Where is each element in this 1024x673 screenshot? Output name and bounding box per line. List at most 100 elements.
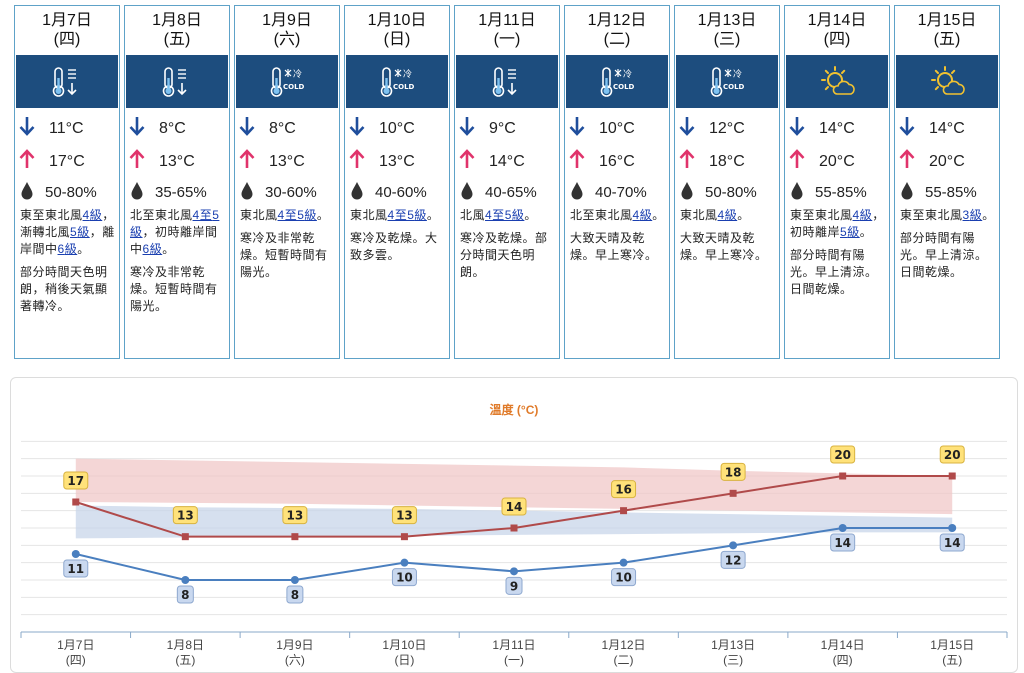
max-temp: 17°C [49, 152, 85, 170]
wind-force-link[interactable]: 4 [852, 208, 860, 222]
wind-force-link[interactable]: 級 [64, 242, 78, 256]
humidity: 40-60% [375, 183, 427, 201]
wind-force-link[interactable]: 級 [969, 208, 983, 222]
wind-text-part: 東至東北風 [20, 208, 83, 222]
wind-force-link[interactable]: 級 [859, 208, 873, 222]
forecast-date: 1月14日 (四) [785, 11, 889, 49]
data-label-box [391, 506, 417, 525]
max-temp-row: 13°C [129, 149, 195, 174]
wind-force-link[interactable]: 4至 [192, 208, 213, 222]
wind-force-link[interactable]: 級 [89, 208, 103, 222]
min-temp-row: 14°C [789, 116, 855, 141]
min-temp-point [838, 524, 847, 532]
forecast-day: 1月10日 [367, 12, 427, 29]
max-temp-point [729, 489, 737, 497]
arrow-up-icon [679, 149, 699, 174]
humidity-row: 55-85% [789, 180, 867, 204]
data-label-box [611, 480, 637, 499]
forecast-card: 1月9日 (六) 冷 COLD 8°C 13°C 30-60% 東北風4至5級。 寒冷及非… [234, 5, 340, 359]
sun-cloud-icon [896, 55, 998, 108]
wind-text-part: 。 [162, 242, 175, 256]
raindrop-icon [789, 180, 809, 204]
wind-force-link[interactable]: 3 [962, 208, 970, 222]
wind-force-link[interactable]: 級 [847, 225, 860, 239]
humidity-row: 40-70% [569, 180, 647, 204]
min-temp-label: 14 [834, 536, 851, 550]
wind-text-part: 。 [524, 208, 537, 222]
max-temp-row: 16°C [569, 149, 635, 174]
forecast-card: 1月8日 (五) 8°C 13°C 35-65% 北至東北風4至5級，初時離岸間中6級。… [124, 5, 230, 359]
min-temp-row: 9°C [459, 116, 516, 141]
min-temp: 10°C [379, 119, 415, 137]
temperature-chart: 溫度 (°C) 1月7日 (四) 1月8日 (五) 1月9日 (六) 1月10日 (日) 1月11… [10, 377, 1018, 673]
wind-force-link[interactable]: 4 [82, 208, 90, 222]
wind-text-part: 。 [426, 208, 440, 222]
wind-force-link[interactable]: 4至5 [387, 208, 415, 222]
humidity: 55-85% [925, 183, 977, 201]
svg-text:冷: 冷 [623, 68, 632, 80]
svg-text:COLD: COLD [723, 83, 745, 91]
data-label-box [830, 533, 856, 552]
forecast-card: 1月13日 (三) 冷 COLD 12°C 18°C 50-80% 東北風4級。 大致天晴… [674, 5, 780, 359]
forecast-description: 東北風4至5級。 寒冷及非常乾燥。短暫時間有陽光。 [240, 207, 336, 281]
forecast-weekday: (日) [383, 31, 411, 48]
max-temp: 20°C [929, 152, 965, 170]
arrow-down-icon [349, 116, 369, 141]
wind-text-part: 。 [316, 208, 330, 222]
max-temp-point [400, 533, 408, 541]
wind-force-link[interactable]: 4至5級 [485, 208, 525, 222]
x-tick-weekday: (四) [833, 653, 853, 667]
data-label-box [501, 497, 527, 516]
wind-force-link[interactable]: 6級 [142, 242, 163, 256]
min-temp-row: 11°C [19, 116, 84, 141]
x-tick-label: 1月9日 [276, 638, 313, 652]
x-tick-label: 1月13日 [711, 638, 755, 652]
humidity-row: 35-65% [129, 180, 207, 204]
wind-force-link[interactable]: 4級 [717, 208, 738, 222]
min-temp-point [948, 524, 957, 532]
min-temp-label: 11 [67, 562, 84, 576]
wind-force-link[interactable]: 4至5 [277, 208, 305, 222]
wind-force-link[interactable]: 5級 [130, 208, 220, 239]
arrow-up-icon [899, 149, 919, 174]
wind-force-link[interactable]: 級 [639, 208, 653, 222]
humidity: 50-80% [705, 183, 757, 201]
wind-force-link[interactable]: 級 [77, 225, 90, 239]
wind-force-link[interactable]: 4 [632, 208, 640, 222]
wind-force-link[interactable]: 級 [414, 208, 427, 222]
max-temp-row: 20°C [899, 149, 965, 174]
wind-force-link[interactable]: 5 [70, 225, 78, 239]
min-temp-row: 8°C [239, 116, 296, 141]
wind-force-link[interactable]: 5 [840, 225, 848, 239]
min-temp: 11°C [49, 119, 84, 137]
humidity-row: 55-85% [899, 180, 977, 204]
x-tick-label: 1月8日 [167, 638, 204, 652]
cold-snowflake-icon: 冷 COLD [346, 55, 448, 108]
wind-force-link[interactable]: 級 [304, 208, 317, 222]
wind-text-part: 東北風 [680, 208, 718, 222]
forecast-date: 1月8日 (五) [125, 11, 229, 49]
wind-text-part: 。 [737, 208, 750, 222]
forecast-date: 1月10日 (日) [345, 11, 449, 49]
min-temp-point [619, 558, 628, 567]
forecast-weekday: (四) [823, 31, 851, 48]
wind-text-part: 東北風 [350, 208, 388, 222]
data-label-box [282, 506, 308, 525]
raindrop-icon [569, 180, 589, 204]
wind-text: 北至東北風4級。 [570, 207, 666, 224]
weather-text: 部分時間天色明朗，稍後天氣顯著轉冷。 [20, 265, 108, 313]
chart-canvas: 溫度 (°C)1月7日(四)1月8日(五)1月9日(六)1月10日(日)1月11… [20, 402, 1008, 667]
wind-text-part: ，初時離岸間中 [130, 225, 218, 256]
humidity-row: 50-80% [19, 180, 97, 204]
x-tick-weekday: (一) [504, 653, 524, 667]
wind-force-link[interactable]: 6 [57, 242, 65, 256]
weather-text: 部分時間有陽光。早上清涼。日間乾燥。 [790, 248, 878, 296]
forecast-description: 北至東北風4級。 大致天晴及乾燥。早上寒冷。 [570, 207, 666, 264]
raindrop-icon [129, 180, 149, 204]
min-temp-point [71, 550, 80, 558]
forecast-weekday: (五) [933, 31, 961, 48]
min-temp-label: 8 [181, 588, 189, 602]
x-tick-label: 1月12日 [602, 638, 646, 652]
forecast-weekday: (二) [603, 31, 631, 48]
max-temp-point [72, 498, 80, 506]
